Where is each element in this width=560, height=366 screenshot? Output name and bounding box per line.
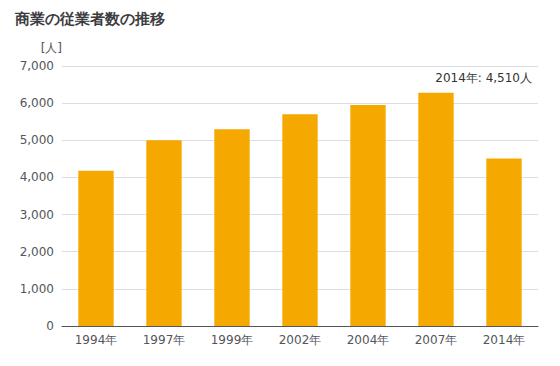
- svg-text:1,000: 1,000: [20, 282, 54, 296]
- svg-text:7,000: 7,000: [20, 59, 54, 73]
- svg-text:商業の従業者数の推移: 商業の従業者数の推移: [14, 10, 165, 28]
- svg-text:2014年: 2014年: [483, 333, 526, 347]
- svg-text:6,000: 6,000: [20, 96, 54, 110]
- svg-text:[人]: [人]: [41, 41, 62, 55]
- svg-text:2014年: 4,510人: 2014年: 4,510人: [435, 71, 532, 85]
- svg-text:1994年: 1994年: [75, 333, 118, 347]
- svg-text:5,000: 5,000: [20, 133, 54, 147]
- svg-text:2004年: 2004年: [347, 333, 390, 347]
- svg-text:2002年: 2002年: [279, 333, 322, 347]
- svg-text:1997年: 1997年: [143, 333, 186, 347]
- svg-text:3,000: 3,000: [20, 208, 54, 222]
- svg-text:2007年: 2007年: [415, 333, 458, 347]
- svg-text:1999年: 1999年: [211, 333, 254, 347]
- svg-text:0: 0: [46, 319, 54, 333]
- svg-text:2,000: 2,000: [20, 245, 54, 259]
- svg-text:4,000: 4,000: [20, 170, 54, 184]
